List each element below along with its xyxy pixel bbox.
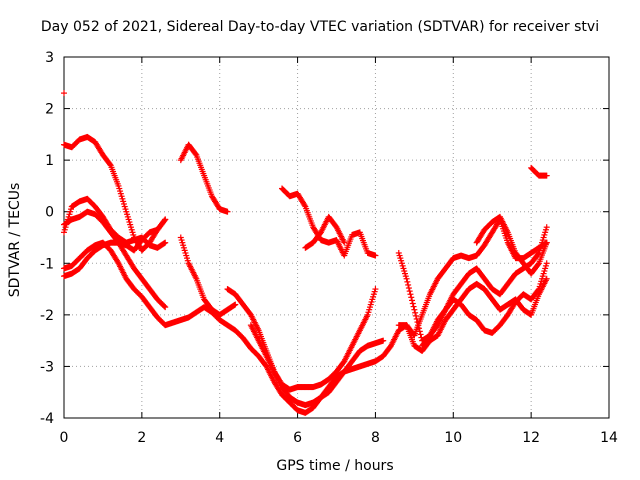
- data-marker: [192, 150, 199, 157]
- x-tick-label: 12: [522, 430, 540, 446]
- plot-frame: [63, 56, 610, 419]
- data-marker: [301, 202, 308, 209]
- data-point: [162, 239, 169, 246]
- x-tick-labels: 0 2 4 6 8 10 12 14: [60, 430, 618, 446]
- y-tick-labels: -4 -3 -2 -1 0 1 2 3: [40, 50, 54, 427]
- y-tick-label: -2: [40, 308, 54, 324]
- x-tick-label: 0: [60, 430, 69, 446]
- y-tick-label: 2: [45, 102, 54, 118]
- data-marker: [161, 217, 168, 224]
- x-tick-label: 14: [600, 430, 618, 446]
- x-tick-label: 10: [444, 430, 462, 446]
- y-tick-label: -4: [40, 411, 54, 427]
- y-tick-label: 1: [45, 153, 54, 169]
- chart-title: Day 052 of 2021, Sidereal Day-to-day VTE…: [41, 19, 599, 35]
- data-point: [372, 252, 379, 259]
- x-tick-label: 6: [293, 430, 302, 446]
- data-markers: [61, 90, 550, 416]
- data-point: [224, 208, 231, 215]
- x-tick-label: 4: [215, 430, 224, 446]
- data-point: [341, 239, 348, 246]
- data-marker: [106, 161, 113, 168]
- x-tick-label: 8: [371, 430, 380, 446]
- grid-lines: [64, 57, 609, 418]
- y-tick-label: 3: [45, 50, 54, 66]
- data-marker: [161, 303, 168, 310]
- data-point: [380, 337, 387, 344]
- y-tick-label: -3: [40, 359, 54, 375]
- data-point: [372, 286, 379, 293]
- data-point: [162, 304, 169, 311]
- x-tick-label: 2: [137, 430, 146, 446]
- data-point: [162, 216, 169, 223]
- y-tick-label: -1: [40, 256, 54, 272]
- y-tick-label: 0: [45, 205, 54, 221]
- axis-ticks: [63, 56, 610, 419]
- data-point: [232, 301, 239, 308]
